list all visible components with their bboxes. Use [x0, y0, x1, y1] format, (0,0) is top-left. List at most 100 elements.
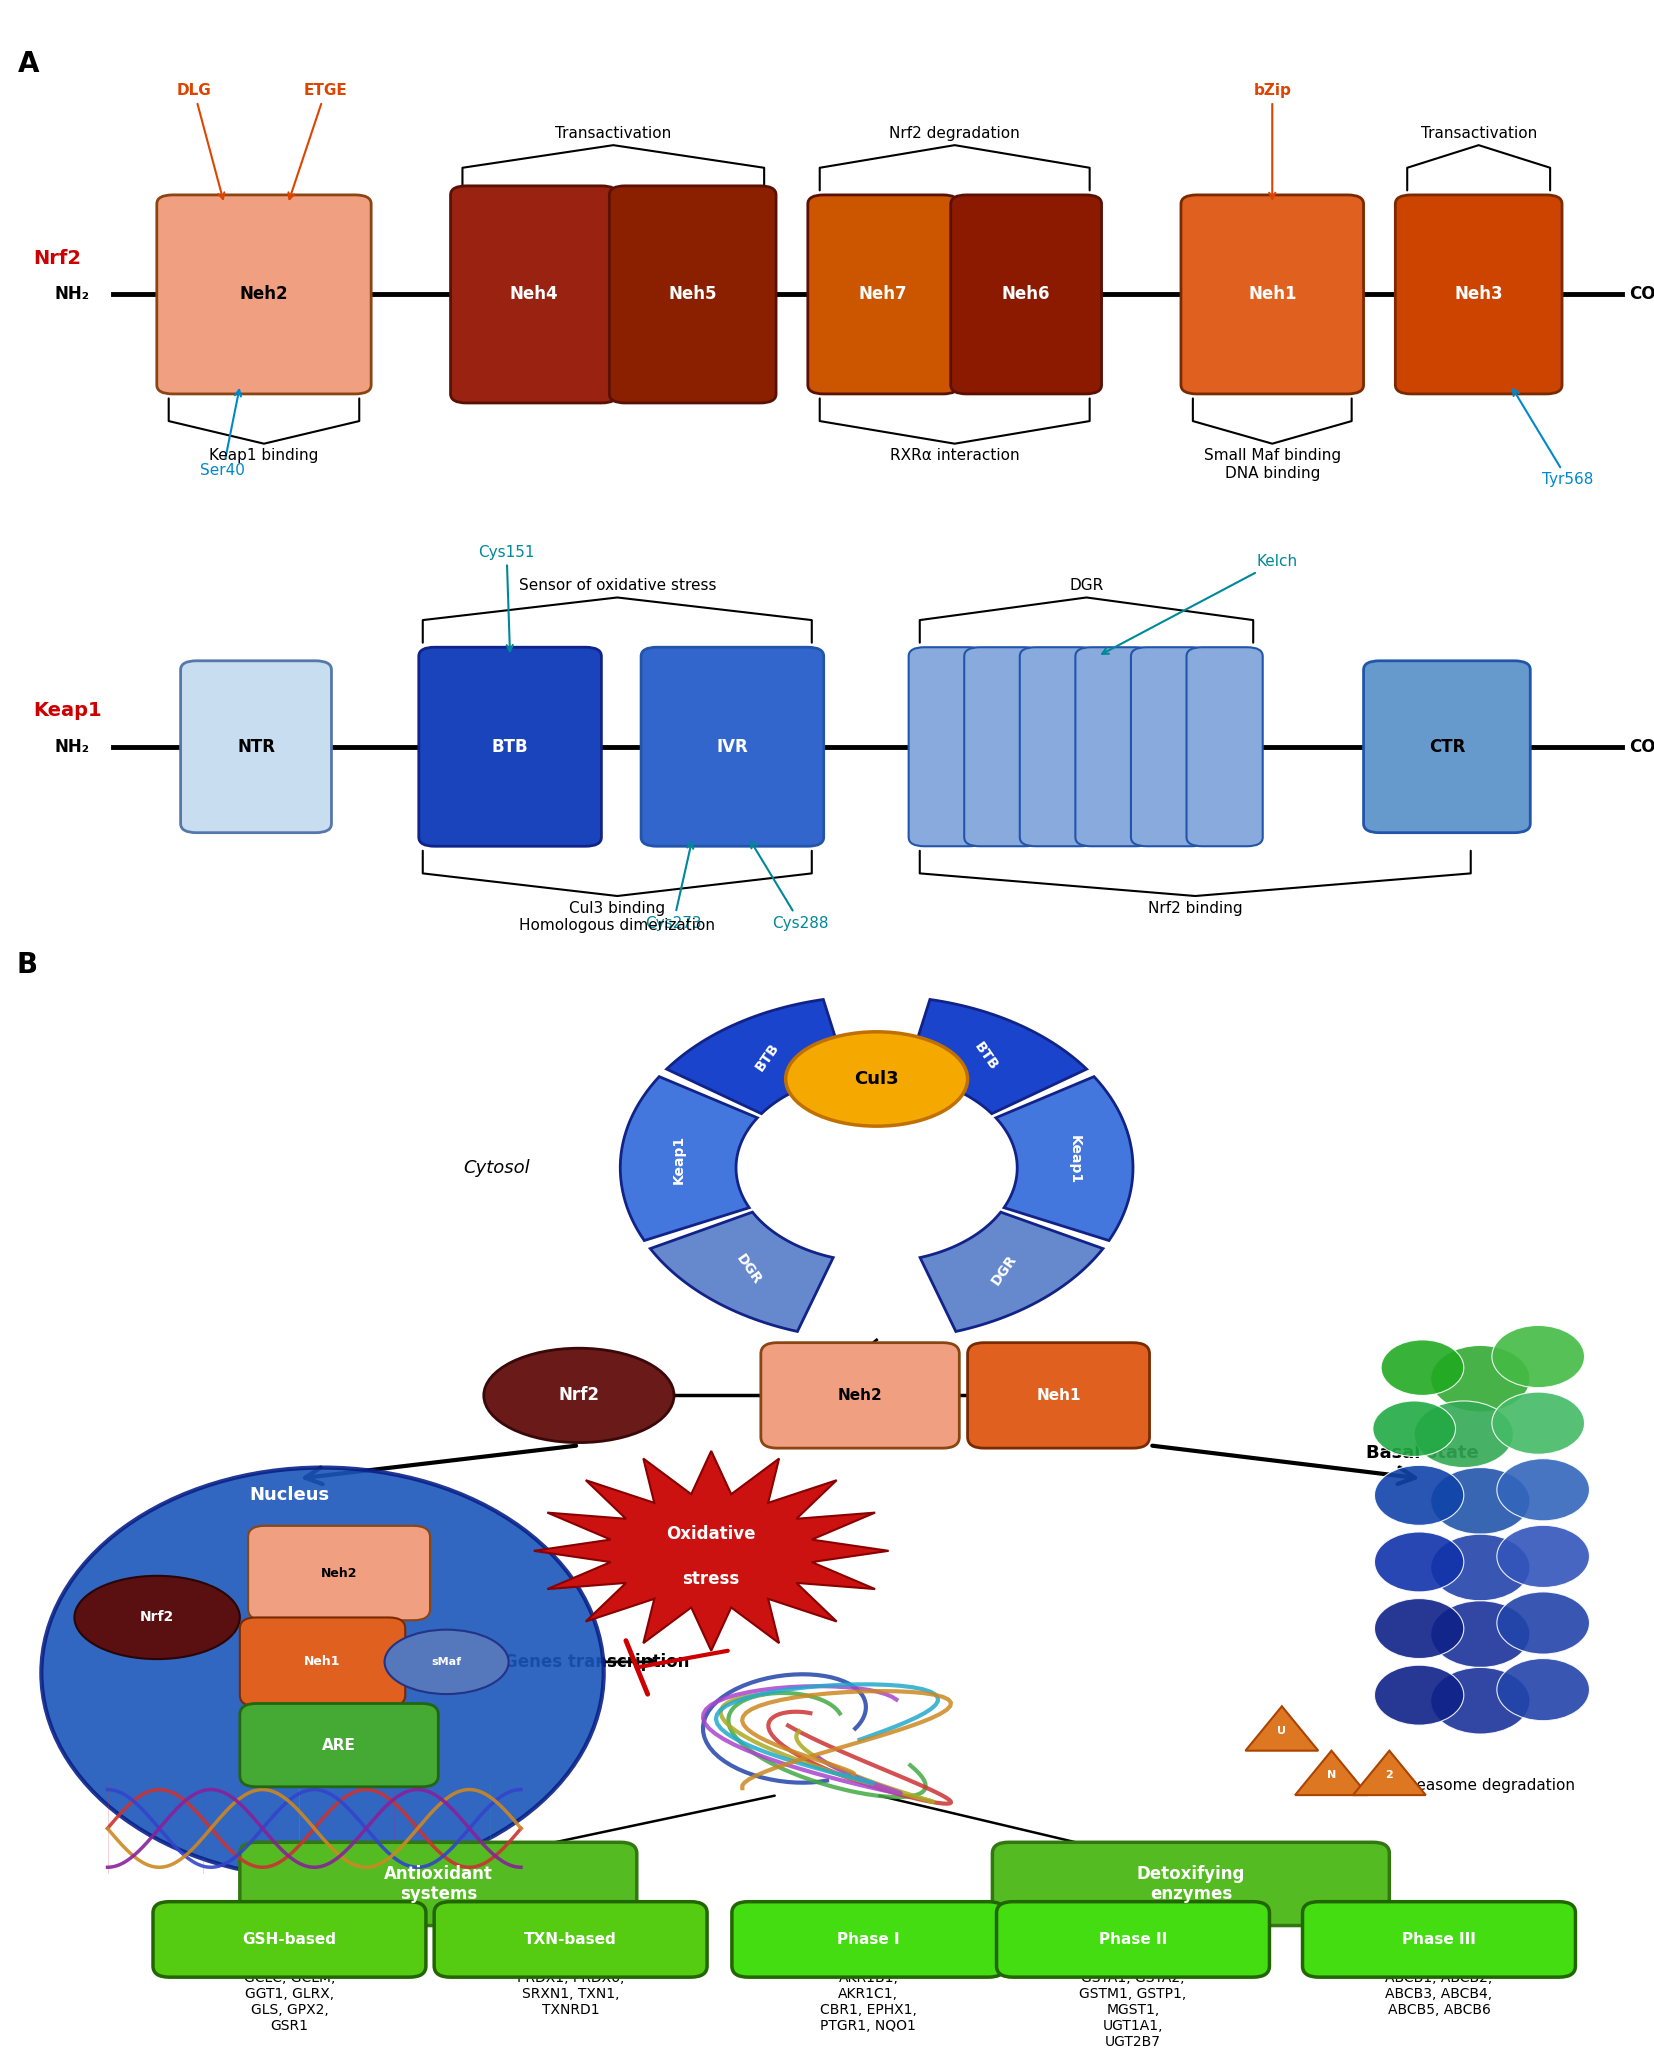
Circle shape — [1431, 1468, 1530, 1534]
Text: ETGE: ETGE — [288, 84, 347, 199]
Circle shape — [1374, 1665, 1464, 1725]
FancyBboxPatch shape — [807, 195, 959, 395]
Text: GCLC, GCLM,
GGT1, GLRX,
GLS, GPX2,
GSR1: GCLC, GCLM, GGT1, GLRX, GLS, GPX2, GSR1 — [243, 1970, 336, 2033]
FancyBboxPatch shape — [731, 1902, 1004, 1978]
Circle shape — [1414, 1400, 1513, 1468]
Text: Nrf2: Nrf2 — [141, 1610, 174, 1624]
Polygon shape — [1245, 1706, 1318, 1752]
Text: BTB: BTB — [971, 1040, 1001, 1073]
Text: Phase I: Phase I — [837, 1933, 900, 1947]
Text: Phase III: Phase III — [1403, 1933, 1475, 1947]
FancyBboxPatch shape — [996, 1902, 1270, 1978]
FancyBboxPatch shape — [248, 1526, 430, 1620]
Text: DLG: DLG — [177, 84, 225, 199]
FancyBboxPatch shape — [1302, 1902, 1575, 1978]
Text: N: N — [1327, 1770, 1336, 1780]
FancyBboxPatch shape — [418, 648, 602, 847]
Text: Neh2: Neh2 — [837, 1388, 883, 1402]
Circle shape — [1431, 1667, 1530, 1733]
Text: Neh7: Neh7 — [858, 286, 908, 304]
Text: Neh1: Neh1 — [1037, 1388, 1080, 1402]
Text: DGR: DGR — [989, 1252, 1019, 1287]
FancyBboxPatch shape — [240, 1618, 405, 1706]
Circle shape — [1374, 1532, 1464, 1591]
FancyBboxPatch shape — [157, 195, 370, 395]
Polygon shape — [1295, 1750, 1368, 1795]
Text: Neh2: Neh2 — [240, 286, 288, 304]
Text: ARE: ARE — [323, 1737, 356, 1752]
Text: GSH-based: GSH-based — [243, 1933, 336, 1947]
Text: Nrf2: Nrf2 — [559, 1386, 599, 1404]
Circle shape — [1431, 1602, 1530, 1667]
Text: NTR: NTR — [237, 738, 275, 757]
Text: Ser40: Ser40 — [200, 391, 245, 479]
Polygon shape — [620, 1077, 758, 1240]
Text: Cytosol: Cytosol — [463, 1160, 529, 1176]
FancyBboxPatch shape — [1186, 648, 1262, 847]
Text: Keap1: Keap1 — [1068, 1135, 1082, 1184]
Ellipse shape — [74, 1575, 240, 1659]
Text: Nrf2 binding: Nrf2 binding — [1148, 901, 1242, 915]
Polygon shape — [534, 1452, 888, 1651]
Polygon shape — [1353, 1750, 1426, 1795]
FancyBboxPatch shape — [1181, 195, 1363, 395]
Text: BTB: BTB — [753, 1040, 782, 1073]
Circle shape — [1373, 1400, 1456, 1456]
Polygon shape — [996, 1077, 1133, 1240]
Text: DGR: DGR — [734, 1252, 764, 1287]
Text: DGR: DGR — [1070, 578, 1103, 592]
Text: U: U — [1277, 1725, 1287, 1735]
Circle shape — [1497, 1591, 1589, 1655]
Text: Oxidative: Oxidative — [667, 1526, 756, 1544]
FancyBboxPatch shape — [1363, 660, 1530, 833]
Text: NH₂: NH₂ — [55, 286, 89, 304]
Polygon shape — [906, 999, 1087, 1114]
Circle shape — [1381, 1341, 1464, 1396]
Polygon shape — [650, 1213, 834, 1332]
Text: Detoxifying
enzymes: Detoxifying enzymes — [1136, 1865, 1245, 1904]
FancyBboxPatch shape — [761, 1343, 959, 1447]
Text: COOH: COOH — [1629, 738, 1654, 757]
Ellipse shape — [385, 1630, 509, 1694]
Circle shape — [1497, 1659, 1589, 1721]
FancyBboxPatch shape — [1396, 195, 1561, 395]
Text: Cys273: Cys273 — [645, 843, 701, 931]
Text: Basal state: Basal state — [1366, 1443, 1479, 1462]
Text: RXRα interaction: RXRα interaction — [890, 448, 1019, 463]
FancyBboxPatch shape — [964, 648, 1040, 847]
Text: Neh2: Neh2 — [321, 1567, 357, 1579]
Text: Antioxidant
systems: Antioxidant systems — [384, 1865, 493, 1904]
Ellipse shape — [41, 1468, 604, 1879]
FancyBboxPatch shape — [1131, 648, 1207, 847]
Text: Neh1: Neh1 — [1249, 286, 1297, 304]
Text: Nrf2 degradation: Nrf2 degradation — [890, 125, 1021, 140]
Text: Neh3: Neh3 — [1454, 286, 1503, 304]
Text: Genes transcription: Genes transcription — [504, 1653, 690, 1672]
Circle shape — [1374, 1600, 1464, 1659]
Text: Neh6: Neh6 — [1002, 286, 1050, 304]
FancyBboxPatch shape — [992, 1842, 1389, 1926]
FancyBboxPatch shape — [951, 195, 1102, 395]
Text: Kelch: Kelch — [1102, 553, 1297, 654]
FancyBboxPatch shape — [433, 1902, 706, 1978]
Text: sMaf: sMaf — [432, 1657, 461, 1667]
Text: ABCB1, ABCB2,
ABCB3, ABCB4,
ABCB5, ABCB6: ABCB1, ABCB2, ABCB3, ABCB4, ABCB5, ABCB6 — [1386, 1970, 1492, 2017]
FancyBboxPatch shape — [968, 1343, 1150, 1447]
Text: Cys151: Cys151 — [478, 545, 534, 652]
Circle shape — [1497, 1526, 1589, 1587]
Text: Tyr568: Tyr568 — [1513, 389, 1593, 487]
Text: Cul3: Cul3 — [855, 1069, 898, 1088]
Circle shape — [1492, 1326, 1585, 1388]
Text: Neh1: Neh1 — [304, 1655, 341, 1667]
Ellipse shape — [786, 1032, 968, 1127]
Text: Keap1 binding: Keap1 binding — [210, 448, 319, 463]
Text: Nucleus: Nucleus — [250, 1486, 329, 1505]
Text: Transactivation: Transactivation — [556, 125, 672, 140]
Text: PRDX1, PRDX6,
SRXN1, TXN1,
TXNRD1: PRDX1, PRDX6, SRXN1, TXN1, TXNRD1 — [518, 1970, 624, 2017]
FancyBboxPatch shape — [642, 648, 824, 847]
Text: GSTA1, GSTA2,
GSTM1, GSTP1,
MGST1,
UGT1A1,
UGT2B7: GSTA1, GSTA2, GSTM1, GSTP1, MGST1, UGT1A… — [1080, 1970, 1186, 2050]
Circle shape — [1431, 1345, 1530, 1412]
Polygon shape — [920, 1213, 1103, 1332]
Text: stress: stress — [683, 1569, 739, 1587]
Text: Proteasome degradation: Proteasome degradation — [1386, 1778, 1575, 1793]
